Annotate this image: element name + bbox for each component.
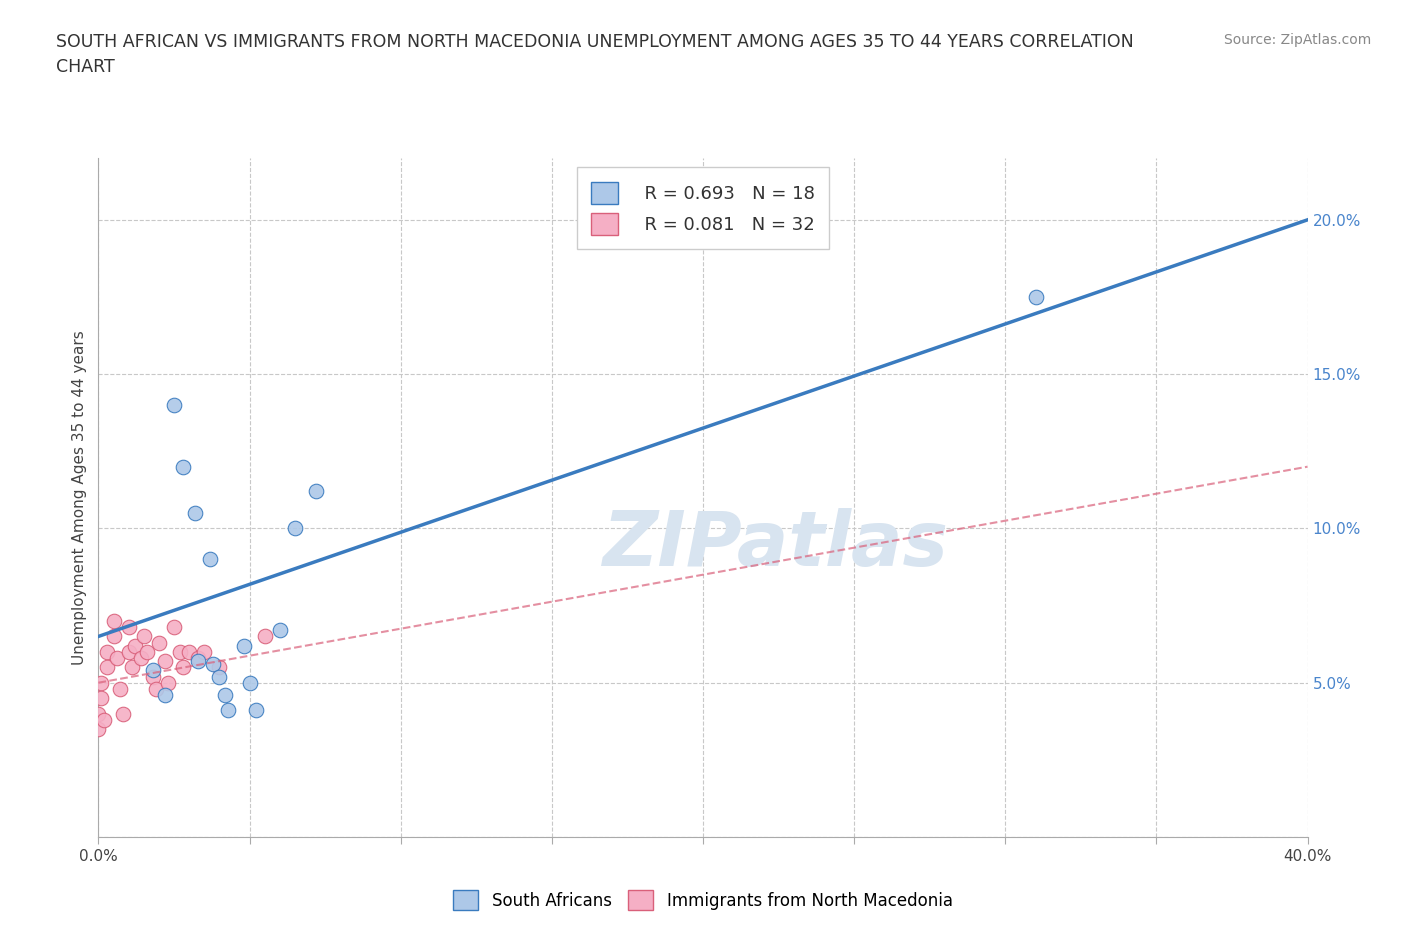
Point	[208, 669, 231, 684]
Point	[177, 644, 201, 659]
Point	[163, 397, 186, 412]
Point	[193, 644, 215, 659]
Point	[111, 706, 134, 721]
Point	[1024, 289, 1046, 304]
Point	[169, 644, 191, 659]
Point	[124, 638, 146, 653]
Point	[87, 706, 110, 721]
Point	[172, 459, 194, 474]
Point	[129, 651, 152, 666]
Point	[118, 619, 141, 634]
Point	[239, 675, 262, 690]
Point	[96, 660, 118, 675]
Point	[208, 660, 231, 675]
Point	[217, 703, 239, 718]
Point	[187, 654, 209, 669]
Point	[103, 614, 125, 629]
Point	[253, 629, 276, 644]
Point	[121, 660, 143, 675]
Text: ZIPatlas: ZIPatlas	[603, 508, 949, 582]
Point	[200, 551, 222, 566]
Point	[269, 623, 291, 638]
Point	[103, 629, 125, 644]
Point	[184, 506, 207, 521]
Point	[132, 629, 155, 644]
Legend: South Africans, Immigrants from North Macedonia: South Africans, Immigrants from North Ma…	[447, 884, 959, 917]
Point	[142, 663, 165, 678]
Text: SOUTH AFRICAN VS IMMIGRANTS FROM NORTH MACEDONIA UNEMPLOYMENT AMONG AGES 35 TO 4: SOUTH AFRICAN VS IMMIGRANTS FROM NORTH M…	[56, 33, 1135, 75]
Point	[187, 651, 209, 666]
Point	[108, 682, 131, 697]
Point	[87, 722, 110, 737]
Point	[305, 484, 328, 498]
Point	[156, 675, 179, 690]
Point	[118, 644, 141, 659]
Point	[153, 654, 176, 669]
Point	[142, 669, 165, 684]
Point	[202, 657, 225, 671]
Text: Source: ZipAtlas.com: Source: ZipAtlas.com	[1223, 33, 1371, 46]
Point	[232, 638, 254, 653]
Point	[96, 644, 118, 659]
Point	[148, 635, 170, 650]
Point	[105, 651, 128, 666]
Point	[284, 521, 307, 536]
Point	[93, 712, 115, 727]
Point	[214, 687, 236, 702]
Point	[135, 644, 157, 659]
Point	[90, 691, 112, 706]
Point	[90, 675, 112, 690]
Point	[145, 682, 167, 697]
Point	[172, 660, 194, 675]
Point	[163, 619, 186, 634]
Point	[245, 703, 267, 718]
Y-axis label: Unemployment Among Ages 35 to 44 years: Unemployment Among Ages 35 to 44 years	[72, 330, 87, 665]
Point	[153, 687, 176, 702]
